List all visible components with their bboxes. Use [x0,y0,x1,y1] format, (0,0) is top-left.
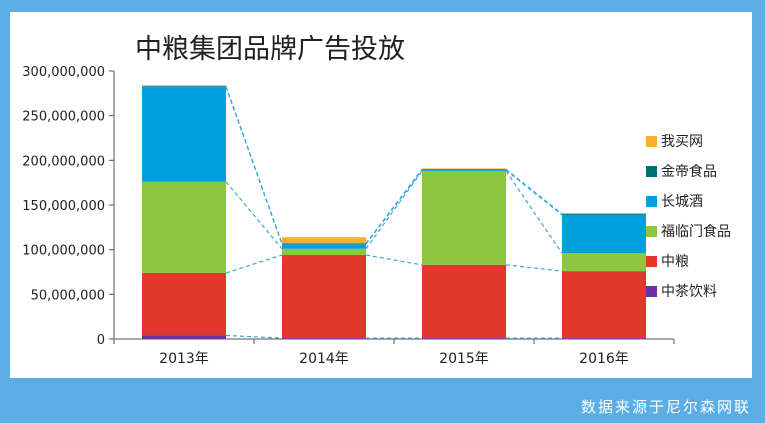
bar-segment [282,248,366,256]
legend-swatch [646,166,657,177]
bar-segment [422,338,506,339]
bar-segment [422,168,506,170]
connector-line [225,334,283,339]
bar-segment [282,243,366,245]
bar-segment [282,255,366,339]
x-tick-label: 2015年 [439,351,489,367]
bar-segment [282,338,366,339]
axes: 0 50,000,000 100,000,000 150,000,000 200,000… [22,65,675,367]
bar-segment [562,214,646,254]
bar-segment [562,271,646,339]
y-tick-label: 250,000,000 [22,110,105,125]
y-tick-label: 0 [97,333,105,348]
bar-segment [282,237,366,244]
legend-label: 金帝食品 [661,163,717,180]
legend-label: 我买网 [661,134,703,150]
y-tick-label: 100,000,000 [22,244,105,259]
connector-lines [225,85,563,339]
x-tick-label: 2014年 [299,351,349,367]
bars [142,85,646,339]
legend-swatch [646,256,657,267]
y-tick-label: 50,000,000 [31,288,105,303]
y-tick-label: 200,000,000 [22,154,105,169]
bar-segment [142,181,226,273]
legend-swatch [646,196,657,207]
bar-segment [142,85,226,87]
legend-swatch [646,136,657,147]
bar-segment [142,335,226,339]
x-tick-label: 2016年 [579,351,629,367]
bar-segment [422,264,506,339]
bar-segment [142,272,226,336]
legend-swatch [646,226,657,237]
connector-line [505,264,563,272]
legend-label: 福临门食品 [661,223,731,240]
chart-title: 中粮集团品牌广告投放 [135,34,405,65]
legend-label: 中茶饮料 [661,284,717,300]
bar-segment [282,244,366,249]
connector-line [365,170,423,250]
source-note: 数据来源于尼尔森网联 [580,398,751,416]
connector-line [505,169,563,216]
y-tick-label: 150,000,000 [22,199,105,214]
bar-segment [562,213,646,214]
bar-segment [562,213,646,215]
legend-label: 长城酒 [661,194,703,210]
bar-segment [422,170,506,172]
y-tick-label: 300,000,000 [22,65,105,80]
bar-segment [562,338,646,339]
connector-line [505,168,563,215]
bar-segment [422,169,506,171]
legend-label: 中粮 [661,254,689,270]
connector-line [505,170,563,254]
x-tick-label: 2013年 [159,351,209,367]
connector-line [225,181,283,250]
connector-line [225,254,283,274]
legend-swatch [646,286,657,297]
bar-segment [142,86,226,88]
stacked-bar-chart: 中粮集团品牌广告投放 0 50,000,000 100,000,000 150,000… [22,34,731,367]
bar-segment [422,171,506,265]
connector-line [365,254,423,266]
chart-panel: 中粮集团品牌广告投放 0 50,000,000 100,000,000 150,000… [10,12,752,378]
bar-segment [142,87,226,182]
bar-segment [562,253,646,272]
connector-line [365,168,423,244]
